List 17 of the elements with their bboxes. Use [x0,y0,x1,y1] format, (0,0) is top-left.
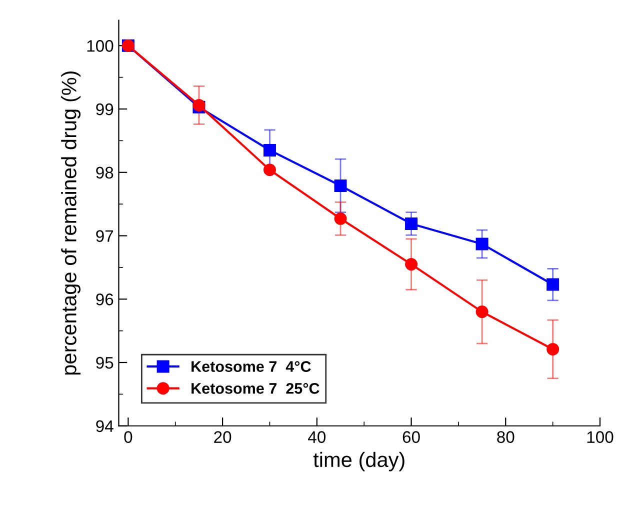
x-tick-label: 80 [497,431,514,443]
x-tick-label: 0 [124,431,132,443]
legend-label: Ketosome 7 4°C [192,361,311,372]
x-tick-label: 100 [587,431,614,443]
y-tick-label: 100 [87,40,114,52]
y-tick-label: 95 [96,356,114,369]
x-tick-label: 40 [308,431,326,443]
x-tick-label: 20 [214,431,232,443]
x-axis-title: time (day) [313,452,404,472]
y-axis-title: percentage of remained drug (%) [61,72,81,375]
y-tick-label: 99 [96,103,114,116]
legend-label: Ketosome 7 25°C [192,383,320,394]
x-tick-label: 60 [402,431,420,443]
y-tick-label: 94 [96,420,114,432]
y-tick-label: 97 [96,230,114,242]
y-tick-label: 98 [96,166,114,179]
y-tick-label: 96 [96,294,114,306]
